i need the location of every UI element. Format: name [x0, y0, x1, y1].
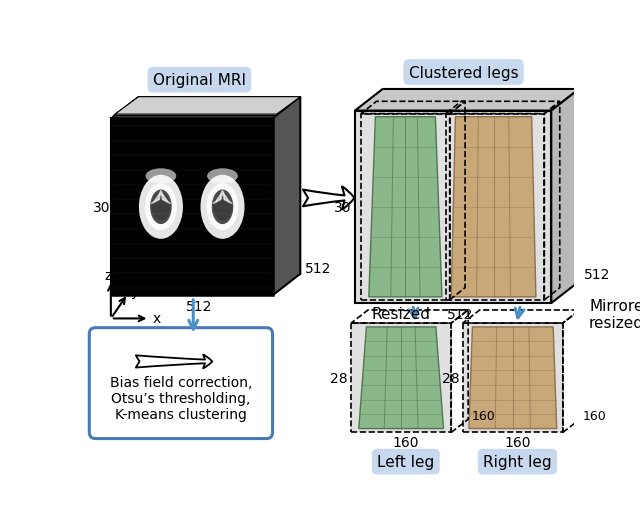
Text: Left leg: Left leg [377, 454, 435, 469]
Text: 28: 28 [330, 371, 348, 385]
Text: Clustered legs: Clustered legs [409, 66, 518, 80]
Polygon shape [114, 97, 300, 116]
Ellipse shape [145, 169, 176, 184]
Ellipse shape [223, 199, 232, 205]
Ellipse shape [223, 193, 229, 203]
Polygon shape [111, 119, 273, 296]
Text: 160: 160 [471, 409, 495, 422]
Polygon shape [451, 118, 536, 297]
Text: Original MRI: Original MRI [153, 73, 246, 88]
Text: 512: 512 [447, 307, 474, 321]
Ellipse shape [158, 191, 161, 201]
Ellipse shape [161, 199, 171, 205]
Text: Right leg: Right leg [483, 454, 552, 469]
Ellipse shape [152, 194, 170, 221]
Ellipse shape [139, 175, 183, 239]
Ellipse shape [145, 184, 177, 231]
Ellipse shape [212, 199, 222, 205]
Polygon shape [115, 97, 300, 115]
Text: x: x [152, 312, 161, 326]
Text: 512: 512 [305, 261, 332, 275]
Ellipse shape [161, 191, 164, 201]
Text: 160: 160 [504, 435, 531, 449]
Text: Resized: Resized [372, 307, 431, 322]
Ellipse shape [220, 191, 223, 201]
Polygon shape [351, 323, 451, 433]
Text: 512: 512 [584, 267, 610, 281]
Ellipse shape [150, 190, 172, 225]
Text: z: z [105, 269, 112, 283]
Text: 30: 30 [334, 200, 351, 214]
Ellipse shape [161, 193, 168, 203]
Ellipse shape [222, 191, 225, 201]
Text: 28: 28 [442, 371, 460, 385]
FancyBboxPatch shape [90, 328, 273, 439]
Polygon shape [111, 97, 300, 119]
Polygon shape [359, 327, 444, 429]
Text: Mirrored,
resized: Mirrored, resized [589, 298, 640, 330]
Text: 512: 512 [186, 299, 212, 314]
Ellipse shape [216, 193, 222, 203]
Text: y: y [130, 284, 138, 298]
Polygon shape [355, 90, 579, 111]
Polygon shape [369, 118, 442, 297]
Text: 30: 30 [93, 200, 110, 214]
Polygon shape [551, 90, 579, 304]
Polygon shape [112, 97, 300, 118]
Ellipse shape [151, 199, 160, 205]
Ellipse shape [207, 184, 239, 231]
Polygon shape [463, 323, 563, 433]
Ellipse shape [212, 190, 234, 225]
Polygon shape [273, 97, 300, 296]
Ellipse shape [200, 175, 244, 239]
Ellipse shape [154, 193, 161, 203]
Ellipse shape [213, 194, 232, 221]
Text: 160: 160 [583, 409, 607, 422]
Ellipse shape [207, 169, 238, 184]
Polygon shape [355, 111, 551, 304]
Polygon shape [469, 327, 557, 429]
Text: Bias field correction,
Otsu’s thresholding,
K-means clustering: Bias field correction, Otsu’s thresholdi… [109, 375, 252, 421]
Text: 160: 160 [392, 435, 419, 449]
